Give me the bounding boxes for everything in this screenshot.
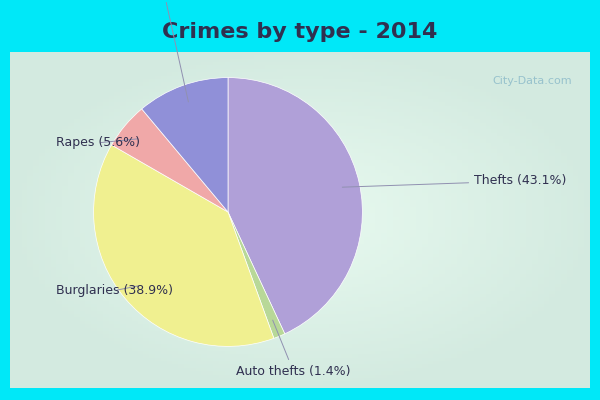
Text: Rapes (5.6%): Rapes (5.6%): [56, 136, 140, 149]
Text: Crimes by type - 2014: Crimes by type - 2014: [163, 22, 437, 42]
Wedge shape: [228, 78, 362, 334]
Text: Burglaries (38.9%): Burglaries (38.9%): [56, 284, 173, 297]
Wedge shape: [112, 109, 228, 212]
Text: Thefts (43.1%): Thefts (43.1%): [343, 174, 566, 188]
Wedge shape: [142, 78, 228, 212]
Text: City-Data.com: City-Data.com: [493, 76, 572, 86]
Wedge shape: [228, 212, 285, 338]
Text: Auto thefts (1.4%): Auto thefts (1.4%): [236, 320, 351, 378]
Wedge shape: [94, 145, 274, 346]
Text: Assaults (11.1%): Assaults (11.1%): [111, 0, 216, 102]
